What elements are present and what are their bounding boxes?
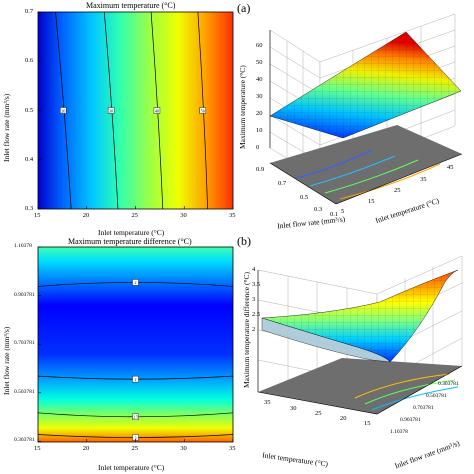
x-tick-label: 0.1 [330, 211, 339, 218]
panel-a-contour-ylabel: Inlet flow rate (mm³/s) [2, 93, 11, 162]
y-tick-label: 35 [420, 176, 427, 183]
contour-label-box-2 [153, 107, 161, 114]
y-tick-label: 1.10378 [390, 429, 408, 435]
contour-label-box-2 [132, 413, 139, 421]
contour-label-box-1 [107, 107, 115, 114]
x-tick-label: 15 [34, 445, 41, 452]
panel-a-surface-zlabel: Maximum temperature (°C) [238, 65, 247, 149]
contour-label-0: 2 [135, 280, 137, 285]
contour-label-box-0 [60, 107, 67, 114]
y-tick-label: 0.3 [25, 205, 34, 212]
z-tick-label: 3.5 [252, 281, 261, 288]
panel-b-contour-title: Maximum temperature difference (°C) [68, 237, 192, 246]
y-tick-label: 0.503781 [14, 388, 35, 395]
panel-a-surface-floor-plane [270, 125, 462, 204]
panel-b-surface-zlabel: Maximum temperature difference (°C) [242, 272, 251, 388]
x-tick-label: 0.9 [256, 166, 265, 173]
x-tick-label: 25 [131, 445, 139, 452]
x-tick-label: 35 [229, 212, 236, 219]
y-tick-label: 0.903781 [400, 417, 421, 423]
x-tick-label: 30 [180, 445, 187, 452]
x-tick-label: 20 [82, 212, 90, 219]
contour-label-2: 2.5 [133, 415, 138, 420]
y-tick-label: 0.703781 [14, 340, 35, 347]
y-tick-label: 1.10378 [14, 243, 32, 249]
panel-a-surface [269, 13, 463, 205]
x-tick-label: 35 [264, 399, 271, 406]
contour-label-box-3 [199, 107, 206, 114]
y-tick-label: 0.6 [25, 57, 34, 65]
y-tick-label: 0.703781 [413, 405, 434, 411]
panel-b-surface-mesh [262, 270, 458, 362]
z-tick-label: 10 [256, 127, 263, 134]
y-tick-label: 45 [447, 164, 454, 171]
z-tick-label: 4 [252, 266, 256, 273]
contour-label-3: 50 [201, 108, 205, 113]
z-tick-label: 30 [256, 93, 263, 100]
x-tick-label: 30 [180, 212, 187, 219]
y-tick-label: 5 [341, 208, 345, 215]
panel-a-surface-box [269, 30, 463, 205]
y-tick-label: 0.303781 [438, 381, 459, 387]
y-tick-label: 0.903781 [14, 291, 35, 298]
z-tick-label: 2 [252, 326, 256, 333]
x-tick-label: 0.5 [300, 194, 309, 201]
panel-b-contour-lines: 222.53 [37, 279, 234, 441]
x-tick-label: 20 [82, 445, 90, 452]
panel-b-contour-fill [37, 246, 234, 443]
z-tick-label: 40 [256, 76, 263, 83]
z-tick-label: 3 [252, 296, 256, 303]
y-tick-label: 0.303781 [14, 437, 35, 444]
contour-label-1: 30 [109, 108, 113, 113]
panel-a-contour-lines: 20 30 40 50 [55, 11, 208, 210]
panel-a-contour-xlabel: Inlet temperature (°C) [98, 228, 165, 237]
contour-label-box-1 [132, 375, 139, 383]
y-tick-label: 15 [368, 198, 375, 205]
panel-a-surface-mesh [270, 32, 461, 138]
contour-label-3: 3 [135, 435, 137, 440]
x-tick-label: 30 [290, 405, 297, 412]
panel-b-surface [257, 255, 463, 415]
panel-b-contour: 222.53 [37, 246, 234, 443]
x-tick-label: 25 [315, 410, 322, 417]
panel-b-contour-ylabel: Inlet flow rate (mm³/s) [2, 326, 11, 395]
contour-label-0: 20 [61, 108, 65, 113]
panel-tag-a: (a) [237, 1, 251, 15]
panel-a-contour: 20 30 40 50 [37, 11, 234, 210]
panel-b-surface-floor-plane [258, 358, 462, 414]
panel-b-surface-box [257, 270, 463, 415]
x-tick-label: 20 [340, 415, 347, 422]
z-tick-label: 0 [256, 144, 260, 151]
panel-a-contour-title: Maximum temperature (°C) [86, 1, 176, 10]
y-tick-label: 25 [394, 187, 401, 194]
x-tick-label: 0.3 [314, 206, 323, 213]
x-tick-label: 15 [364, 420, 371, 427]
y-tick-label: 0.7 [25, 8, 34, 15]
z-tick-label: 60 [256, 42, 263, 49]
y-tick-label: 0.5 [25, 106, 34, 114]
x-tick-label: 15 [34, 212, 41, 219]
x-tick-label: 35 [229, 445, 236, 452]
z-tick-label: 2.5 [252, 311, 261, 318]
panel-tag-b: (b) [237, 234, 251, 248]
contour-label-box-0 [132, 279, 139, 286]
contour-label-2: 40 [155, 108, 159, 113]
panel-b-surface-floor-contours [354, 373, 459, 411]
panel-a-surface-floor-contours [295, 149, 441, 200]
panel-b-ticks [37, 246, 234, 442]
y-tick-label: 0.503781 [426, 393, 447, 399]
panel-a-ticks [37, 11, 234, 210]
x-tick-label: 0.7 [278, 180, 287, 187]
y-tick-label: 0.4 [25, 155, 34, 163]
contour-label-1: 2 [135, 377, 137, 382]
x-tick-label: 25 [131, 212, 139, 219]
panel-b-contour-xlabel: Inlet temperature (°C) [98, 463, 165, 472]
z-tick-label: 20 [256, 110, 263, 117]
z-tick-label: 50 [256, 59, 263, 66]
